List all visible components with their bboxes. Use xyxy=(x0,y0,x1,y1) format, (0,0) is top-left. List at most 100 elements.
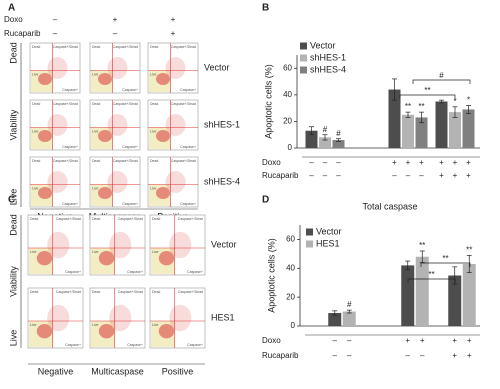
condition-sign: – xyxy=(333,351,338,360)
quadrant-label: Live xyxy=(150,186,156,190)
quadrant-label: Dead xyxy=(152,290,160,294)
quadrant-label: Caspase+/Dead xyxy=(56,290,81,294)
y-axis-label: Apoptotic cells (%) xyxy=(263,64,273,139)
quadrant-label: Dead xyxy=(150,159,158,163)
condition-sign: + xyxy=(453,171,458,180)
quadrant-label: Live xyxy=(30,250,36,254)
quadrant-label: Caspase+/Dead xyxy=(178,290,203,294)
bar xyxy=(332,140,345,148)
row-label: shHES-1 xyxy=(204,119,240,129)
y-tick-label: 60 xyxy=(286,235,295,244)
cell-cluster xyxy=(158,251,175,266)
quadrant-label: Caspase+ xyxy=(62,145,78,149)
quadrant-label: Caspase+/Dead xyxy=(113,159,138,163)
condition-label: Rucaparib xyxy=(4,29,41,38)
legend-label: shHES-4 xyxy=(310,64,346,74)
condition-sign: – xyxy=(333,336,338,345)
significance: ** xyxy=(419,241,425,250)
condition-sign: – xyxy=(347,351,352,360)
condition-sign: – xyxy=(406,171,411,180)
quadrant-label: Caspase+ xyxy=(180,145,196,149)
cell-cluster xyxy=(156,73,170,85)
y-tick-label: 40 xyxy=(286,263,295,272)
cell-cluster xyxy=(38,73,52,85)
legend-label: shHES-1 xyxy=(310,52,346,62)
cell-cluster xyxy=(36,324,53,339)
condition-sign: – xyxy=(323,171,328,180)
bracket-label: ** xyxy=(442,254,448,263)
bracket-label: ** xyxy=(428,270,434,279)
quadrant-label: Live xyxy=(92,323,98,327)
condition-sign: + xyxy=(419,158,424,167)
flow-plot xyxy=(89,42,141,94)
cell-cluster xyxy=(156,187,170,199)
quadrant-label: Dead xyxy=(92,217,100,221)
cell-cluster xyxy=(98,251,115,266)
condition-sign: – xyxy=(336,158,341,167)
condition-sign: – xyxy=(420,351,425,360)
cell-cluster xyxy=(158,324,175,339)
bar xyxy=(415,256,429,326)
cell-scatter xyxy=(47,304,70,332)
quadrant-label: Dead xyxy=(150,102,158,106)
quadrant-label: Caspase+/Dead xyxy=(53,102,78,106)
axis-label: Viability xyxy=(8,109,18,140)
quadrant-label: Dead xyxy=(92,290,100,294)
y-tick-label: 20 xyxy=(286,292,295,301)
row-label: shHES-4 xyxy=(204,176,240,186)
quadrant-label: Dead xyxy=(92,45,100,49)
quadrant-label: Caspase+/Dead xyxy=(53,45,78,49)
cell-scatter xyxy=(47,231,70,259)
bracket xyxy=(399,94,456,99)
quadrant-label: Dead xyxy=(152,217,160,221)
axis-label: Multicaspase xyxy=(91,366,144,376)
condition-sign: – xyxy=(309,158,314,167)
bar xyxy=(462,263,476,326)
quadrant-label: Live xyxy=(32,72,38,76)
cell-scatter xyxy=(107,57,128,79)
condition-sign: + xyxy=(406,158,411,167)
cell-cluster xyxy=(98,73,112,85)
condition-sign: + xyxy=(452,336,457,345)
quadrant-label: Dead xyxy=(30,217,38,221)
significance: ** xyxy=(405,102,411,111)
condition-sign: + xyxy=(467,351,472,360)
cell-cluster xyxy=(98,324,115,339)
condition-sign: – xyxy=(309,171,314,180)
bracket xyxy=(407,278,456,283)
condition-sign: – xyxy=(336,171,341,180)
quadrant-label: Live xyxy=(32,129,38,133)
axis-label: Live xyxy=(8,189,18,206)
row-label: HES1 xyxy=(211,312,235,322)
bracket-label: # xyxy=(439,71,444,80)
significance: ** xyxy=(466,245,472,254)
quadrant-label: Caspase+ xyxy=(122,88,138,92)
bar xyxy=(435,101,448,148)
condition-sign: – xyxy=(113,29,118,38)
quadrant-label: Dead xyxy=(32,102,40,106)
bar xyxy=(449,112,461,148)
condition-sign: + xyxy=(452,351,457,360)
condition-sign: – xyxy=(392,171,397,180)
axis-label: Positive xyxy=(162,366,194,376)
condition-label: Rucaparib xyxy=(262,351,299,360)
quadrant-label: Live xyxy=(150,129,156,133)
legend-swatch xyxy=(300,42,307,50)
quadrant-label: Caspase+/Dead xyxy=(178,217,203,221)
quadrant-label: Caspase+ xyxy=(127,343,143,347)
quadrant-label: Live xyxy=(152,323,158,327)
quadrant-label: Caspase+/Dead xyxy=(118,217,143,221)
quadrant-label: Caspase+ xyxy=(122,202,138,206)
quadrant-label: Dead xyxy=(150,45,158,49)
quadrant-label: Dead xyxy=(32,45,40,49)
quadrant-label: Caspase+/Dead xyxy=(56,217,81,221)
condition-sign: – xyxy=(419,171,424,180)
legend-label: Vector xyxy=(316,226,342,236)
condition-sign: – xyxy=(323,158,328,167)
bar xyxy=(401,265,415,326)
significance: # xyxy=(347,300,352,309)
quadrant-label: Caspase+ xyxy=(65,343,81,347)
quadrant-label: Caspase+ xyxy=(122,145,138,149)
